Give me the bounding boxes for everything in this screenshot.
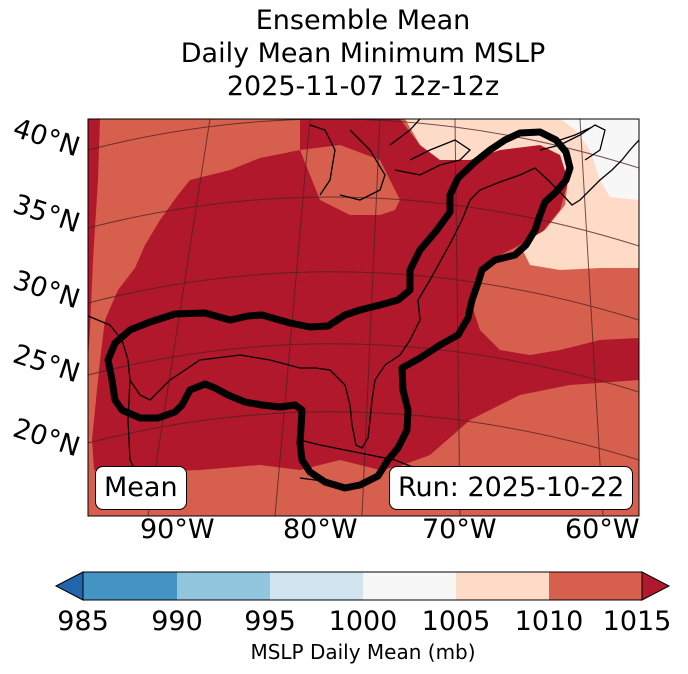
colorbar-bin-1010-1015 bbox=[549, 572, 642, 600]
mean-label-box: Mean bbox=[95, 466, 187, 510]
map-frame bbox=[87, 118, 640, 517]
colorbar-extend-low bbox=[54, 571, 84, 601]
colorbar-extend-high bbox=[641, 571, 671, 601]
colorbar-frame bbox=[82, 571, 643, 601]
pressure-fill-1010-1015 bbox=[92, 119, 639, 472]
colorbar-tick-1010: 1010 bbox=[514, 606, 584, 637]
lon-label-90w: 90°W bbox=[140, 514, 215, 545]
colorbar-tick-1005: 1005 bbox=[421, 606, 491, 637]
lon-label-70w: 70°W bbox=[422, 514, 497, 545]
lon-label-80w: 80°W bbox=[283, 514, 358, 545]
colorbar-label: MSLP Daily Mean (mb) bbox=[250, 640, 476, 664]
title-line-1: Ensemble Mean bbox=[255, 5, 471, 36]
title-line-3: 2025-11-07 12z-12z bbox=[226, 71, 500, 102]
colorbar-tick-1000: 1000 bbox=[328, 606, 398, 637]
run-label-box: Run: 2025-10-22 bbox=[389, 466, 634, 510]
colorbar-bin-995-1000 bbox=[270, 572, 363, 600]
colorbar-bin-990-995 bbox=[177, 572, 270, 600]
colorbar-tick-1015: 1015 bbox=[602, 606, 672, 637]
contour-1010 bbox=[104, 128, 574, 492]
lon-label-60w: 60°W bbox=[565, 514, 640, 545]
colorbar bbox=[54, 571, 671, 601]
colorbar-tick-990: 990 bbox=[151, 606, 203, 637]
colorbar-tick-995: 995 bbox=[244, 606, 296, 637]
colorbar-tick-985: 985 bbox=[57, 606, 109, 637]
title-line-2: Daily Mean Minimum MSLP bbox=[180, 38, 546, 69]
colorbar-bin-985-990 bbox=[83, 572, 177, 600]
colorbar-bin-1000-1005 bbox=[363, 572, 456, 600]
colorbar-bin-1005-1010 bbox=[456, 572, 549, 600]
pressure-fill-995-1000 bbox=[560, 119, 639, 200]
pressure-fill-1010-1015-west bbox=[88, 119, 100, 360]
